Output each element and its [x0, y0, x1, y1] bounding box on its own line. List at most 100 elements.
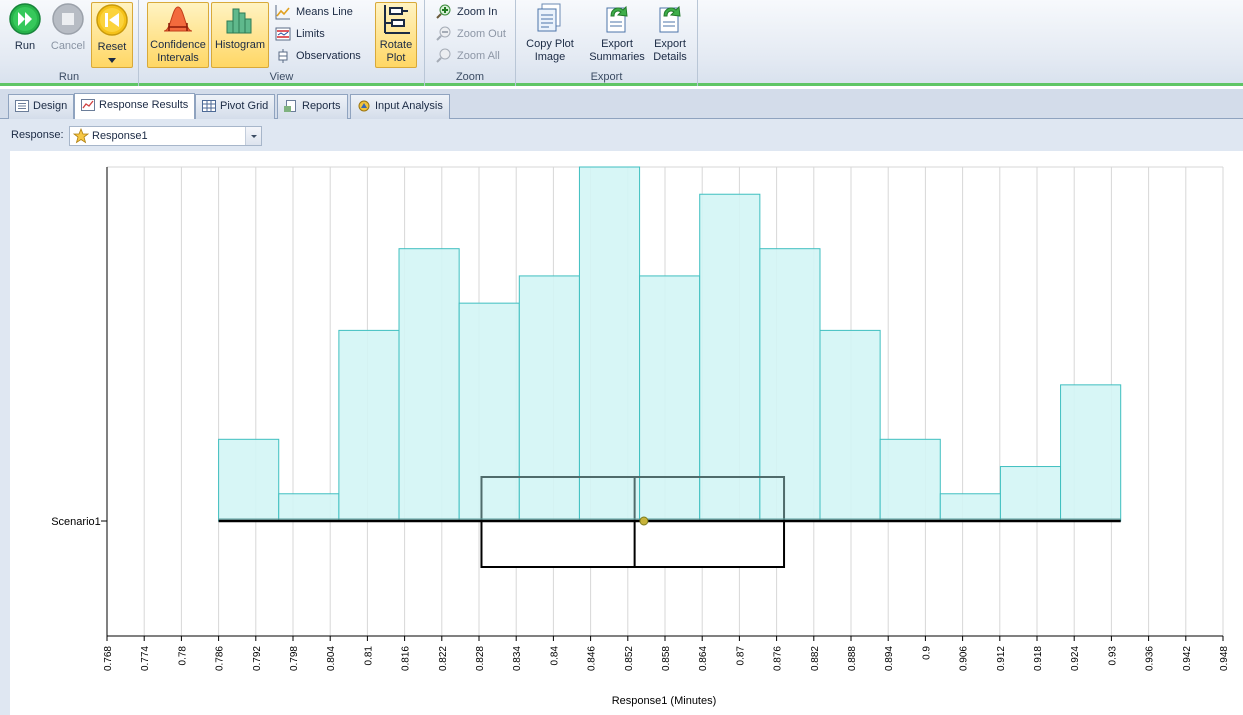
report-icon: [284, 100, 296, 113]
group-label-zoom: Zoom: [455, 71, 485, 83]
observations-button[interactable]: Observations: [275, 46, 361, 66]
x-tick-label-30: 0.948: [1219, 646, 1230, 671]
observations-label: Observations: [296, 50, 361, 62]
ribbon-group-view: Confidence Intervals Histogram Means Lin…: [139, 0, 425, 86]
input-analysis-icon: [358, 100, 370, 112]
export-details-label-2: Details: [653, 51, 687, 63]
x-tick-label-22: 0.9: [921, 646, 932, 660]
box-lower: [480, 520, 786, 568]
response-dropdown-button[interactable]: [245, 127, 261, 145]
group-label-export: Export: [590, 71, 623, 83]
export-summaries-label-1: Export: [601, 38, 633, 50]
copy-plot-label-2: Image: [534, 51, 566, 63]
limits-icon: [275, 27, 291, 41]
run-button[interactable]: Run: [4, 2, 46, 68]
histogram-bar-5: [518, 275, 580, 522]
export-details-icon: [659, 5, 681, 33]
zoom-out-label: Zoom Out: [457, 28, 506, 40]
ribbon: Run Cancel Reset Run: [0, 0, 1243, 86]
export-summaries-label-2: Summaries: [589, 51, 645, 63]
tab-response-results[interactable]: Response Results: [74, 93, 196, 119]
x-axis-ticks: 0.768 0.774 0.78 0.786 0.792 0.798 0.804 0.81 0.…: [103, 636, 1230, 671]
reset-label: Reset: [97, 41, 127, 53]
chevron-down-icon: [251, 135, 257, 138]
histogram-bar-4: [458, 302, 520, 522]
chevron-down-icon: [108, 58, 116, 63]
chart-icon: [81, 99, 95, 112]
x-tick-label-11: 0.834: [512, 646, 523, 671]
limits-button[interactable]: Limits: [275, 24, 325, 44]
x-tick-label-0: 0.768: [103, 646, 114, 671]
histogram-bar-8: [699, 193, 761, 522]
tab-reports[interactable]: Reports: [277, 94, 348, 119]
x-tick-label-18: 0.876: [773, 646, 784, 671]
rotate-plot-icon: [384, 5, 410, 34]
x-tick-label-10: 0.828: [475, 646, 486, 671]
group-label-run: Run: [58, 71, 80, 83]
histogram-button[interactable]: Histogram: [211, 2, 269, 68]
run-icon: [9, 3, 41, 35]
zoom-all-icon: [436, 48, 451, 63]
tab-design[interactable]: Design: [8, 94, 75, 119]
histogram-bar-13: [999, 466, 1062, 522]
rotate-label-1: Rotate: [379, 39, 413, 51]
zoom-in-button[interactable]: Zoom In: [436, 2, 497, 22]
cancel-button[interactable]: Cancel: [48, 2, 88, 68]
grid-icon: [202, 100, 216, 113]
response-select[interactable]: Response1: [69, 126, 262, 146]
histogram-bar-10: [819, 329, 881, 522]
zoom-out-button[interactable]: Zoom Out: [436, 24, 506, 44]
response-chart: 0.768 0.774 0.78 0.786 0.792 0.798 0.804 0.81 0.…: [51, 166, 1230, 707]
x-tick-label-15: 0.858: [661, 646, 672, 671]
line-chart-icon: [275, 5, 290, 20]
x-axis-label: Response1 (Minutes): [612, 695, 717, 707]
reset-button[interactable]: Reset: [91, 2, 133, 68]
x-tick-label-1: 0.774: [140, 646, 151, 671]
histogram-bar-14: [1060, 384, 1122, 522]
run-label: Run: [14, 40, 36, 52]
confidence-label-1: Confidence: [150, 39, 206, 51]
tab-input-analysis-label: Input Analysis: [375, 100, 443, 112]
x-tick-label-4: 0.792: [252, 646, 263, 671]
tab-pivot-grid[interactable]: Pivot Grid: [195, 94, 276, 119]
confidence-label-2: Intervals: [157, 52, 199, 64]
histogram-bar-0: [218, 438, 280, 522]
tab-pivot-grid-label: Pivot Grid: [220, 100, 269, 112]
observations-icon: [278, 49, 288, 64]
x-tick-label-17: 0.87: [735, 646, 746, 666]
rotate-plot-button[interactable]: Rotate Plot: [375, 2, 417, 68]
response-results-panel: Response: Response1 0.768 0.774 0.78 0.786 0…: [0, 119, 1243, 715]
histogram-bar-7: [639, 275, 701, 522]
response-label: Response:: [11, 129, 64, 141]
zoom-all-label: Zoom All: [457, 50, 500, 62]
zoom-out-icon: [436, 26, 451, 41]
x-tick-label-25: 0.918: [1033, 646, 1044, 671]
reset-icon: [96, 4, 128, 36]
list-icon: [15, 100, 29, 113]
star-icon: [73, 128, 89, 144]
zoom-all-button[interactable]: Zoom All: [436, 46, 500, 66]
x-tick-label-20: 0.888: [847, 646, 858, 671]
copy-plot-image-button[interactable]: Copy Plot Image: [522, 2, 578, 68]
x-tick-label-16: 0.864: [698, 646, 709, 671]
group-label-view: View: [269, 71, 294, 83]
means-line-label: Means Line: [296, 6, 353, 18]
x-tick-label-13: 0.846: [587, 646, 598, 671]
mean-marker: [639, 516, 649, 526]
tab-input-analysis[interactable]: Input Analysis: [350, 94, 450, 119]
export-summaries-button[interactable]: Export Summaries: [588, 2, 646, 68]
x-tick-label-5: 0.798: [289, 646, 300, 671]
copy-plot-label-1: Copy Plot: [526, 38, 574, 50]
x-tick-label-24: 0.912: [996, 646, 1007, 671]
export-details-button[interactable]: Export Details: [648, 2, 692, 68]
confidence-intervals-button[interactable]: Confidence Intervals: [147, 2, 209, 68]
histogram-bar-9: [759, 248, 821, 522]
x-tick-label-21: 0.894: [884, 646, 895, 671]
export-summaries-icon: [606, 5, 628, 33]
category-label: Scenario1: [51, 516, 101, 528]
tab-response-results-label: Response Results: [99, 99, 189, 111]
ribbon-group-zoom: Zoom In Zoom Out Zoom All Zoom: [425, 0, 516, 86]
plot-panel: 0.768 0.774 0.78 0.786 0.792 0.798 0.804 0.81 0.…: [10, 151, 1243, 715]
means-line-button[interactable]: Means Line: [275, 2, 353, 22]
x-tick-label-2: 0.78: [177, 646, 188, 666]
